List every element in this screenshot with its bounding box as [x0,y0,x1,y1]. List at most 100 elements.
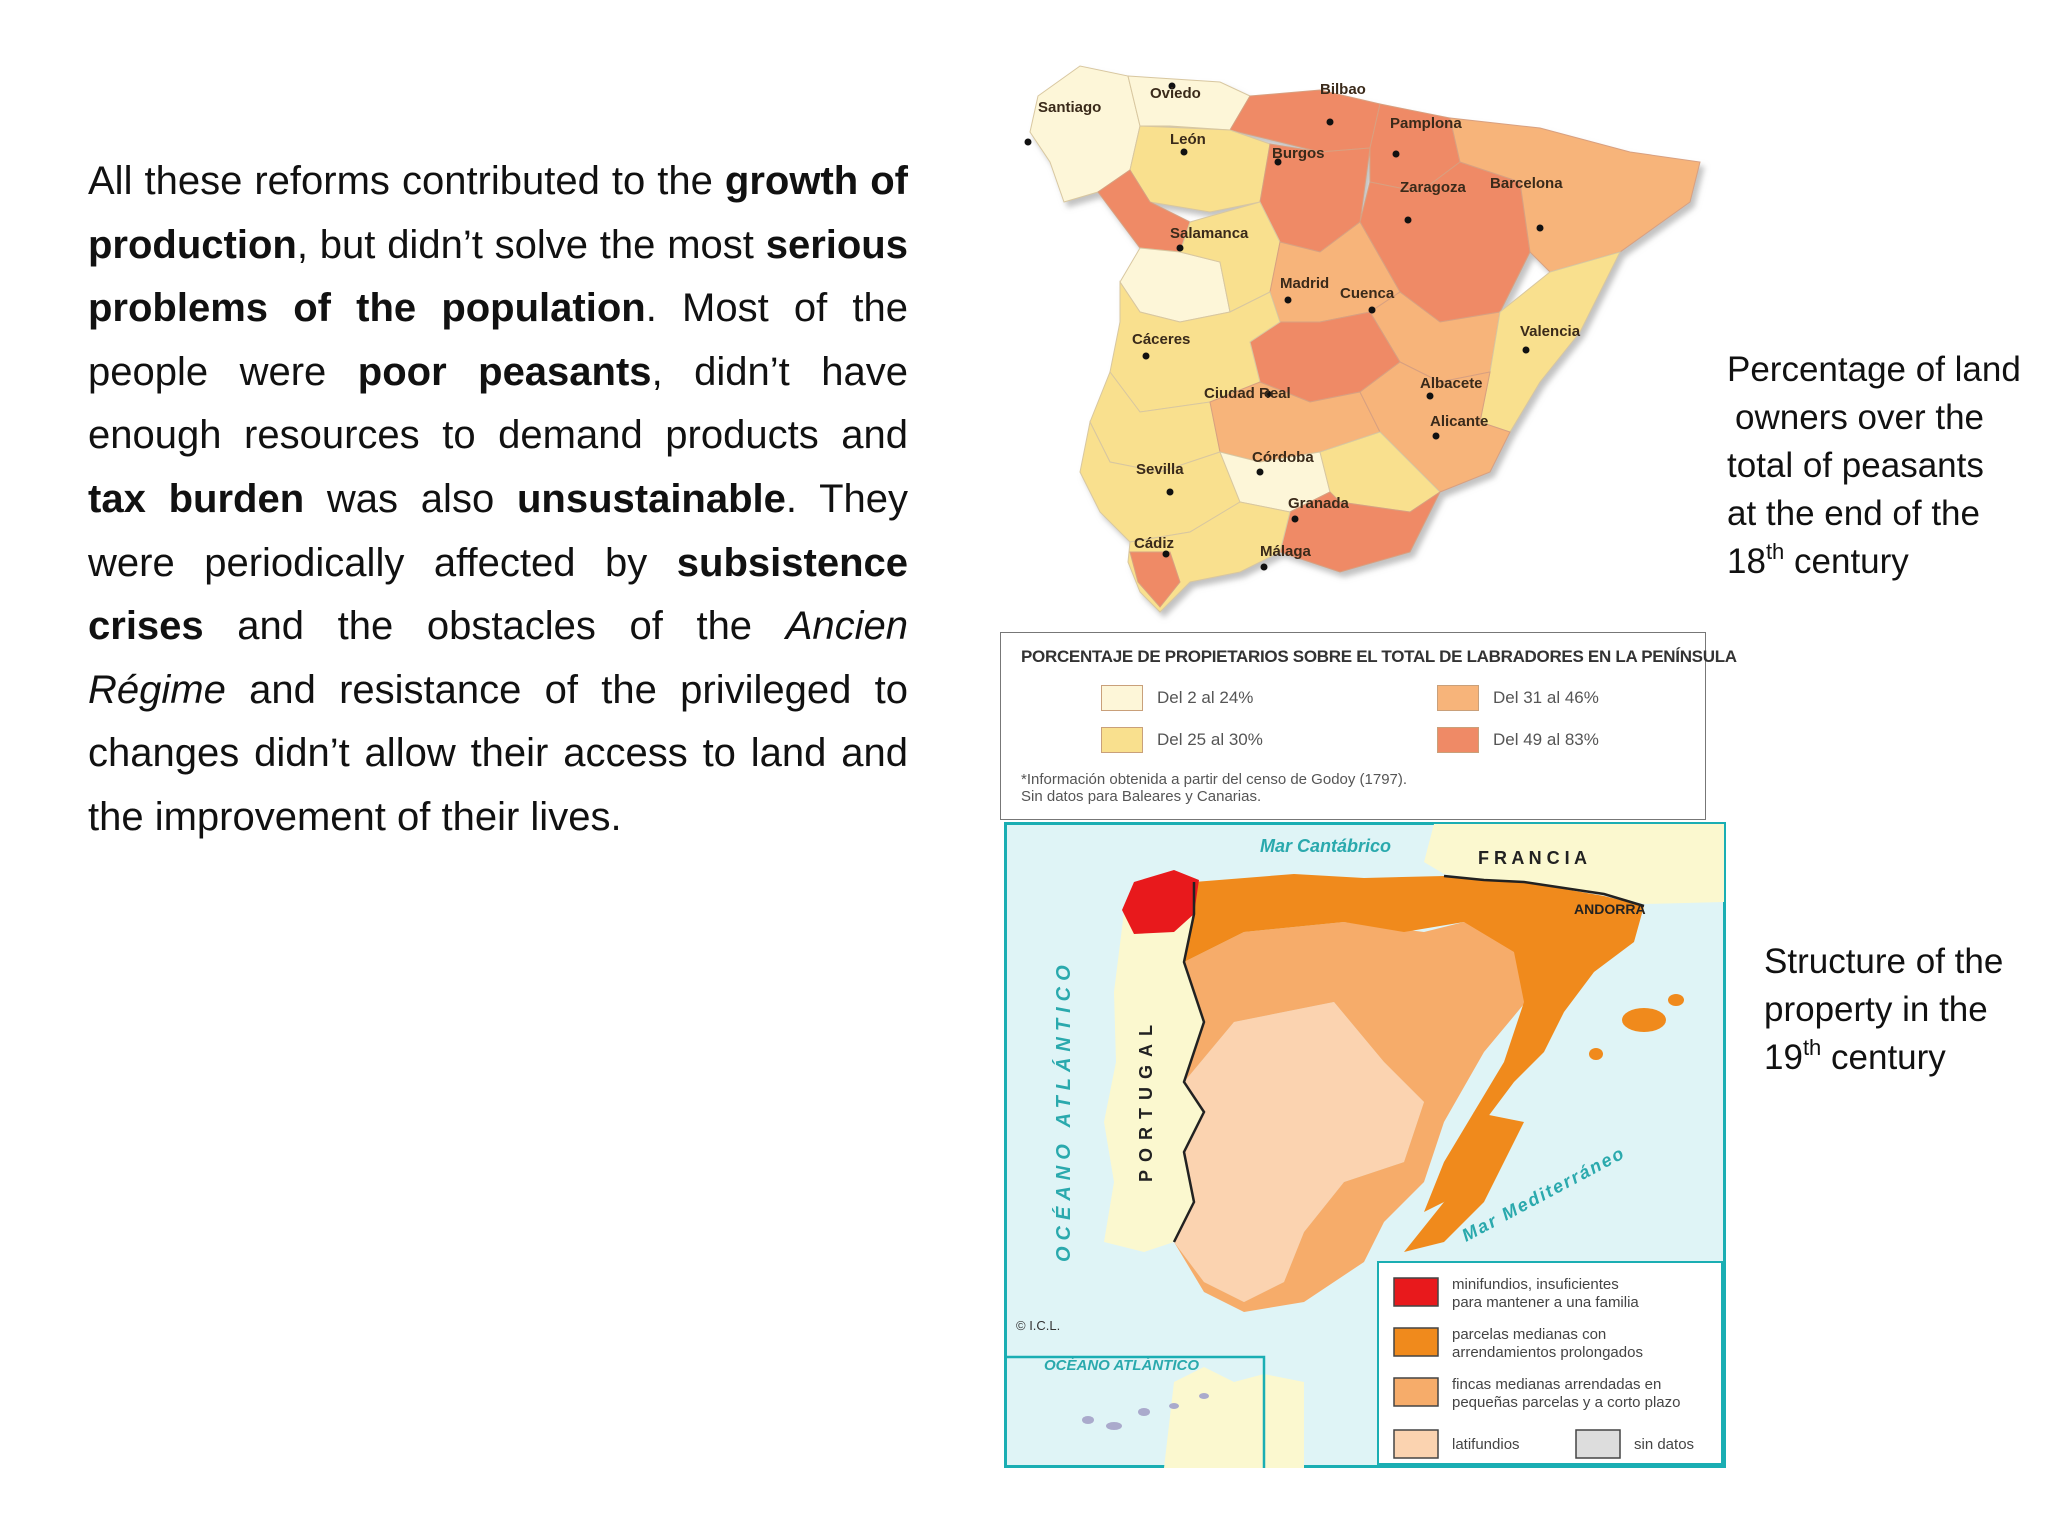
map2-legend-label: parcelas medianas con [1452,1326,1606,1343]
city-dot [1274,158,1282,166]
legend1-item: Del 25 al 30% [1101,727,1263,753]
city-dot [1024,138,1032,146]
legend1-item: Del 31 al 46% [1437,685,1599,711]
caption2-line1: Structure of the [1764,942,2004,981]
canary-island [1169,1403,1179,1409]
map-land-owners: Santiago Oviedo Bilbao León Burgos Pamplona Za… [1024,65,1701,613]
map2-legend-swatch [1393,1377,1439,1407]
paragraph-segment: . Most of the people were [88,286,908,394]
city-label: Málaga [1260,543,1312,560]
caption2-number: 19 [1764,1038,1803,1077]
region-east-coast [1404,1112,1524,1252]
border-france [1443,874,1645,908]
city-label: Madrid [1280,275,1329,292]
map2-legend-swatch [1393,1327,1439,1357]
legend1-note-line1: *Información obtenida a partir del censo… [1021,771,1408,788]
map2-legend-label: sin datos [1634,1436,1694,1453]
legend1-swatch [1437,727,1479,753]
legend1-label: Del 2 al 24% [1157,688,1254,707]
map2-legend-label: fincas medianas arrendadas en [1452,1376,1661,1393]
city-dot [1392,150,1400,158]
caption1-century: century [1784,542,1909,581]
caption1-line3: total of peasants [1727,446,1984,485]
city-dot [1284,296,1292,304]
map2-legend-swatch [1393,1429,1439,1459]
paragraph-segment: Ancien Régime [88,604,908,712]
caption1-line5: 18th century [1727,538,2047,586]
caption1-number: 18 [1727,542,1766,581]
region-ibiza [1589,1048,1603,1060]
city-dot [1256,468,1264,476]
city-label: Bilbao [1320,81,1366,98]
map-property-structure: Mar Cantábrico F R A N C I A ANDORRA OCÉ… [1004,822,1726,1468]
region-fincas-medianas [1174,922,1534,1312]
city-dot [1176,244,1184,252]
city-label: Granada [1288,495,1350,512]
city-dot [1536,224,1544,232]
city-label: Valencia [1520,323,1581,340]
caption1-line4: at the end of the [1727,494,1980,533]
city-label: Salamanca [1170,225,1249,242]
legend1-note-line2: Sin datos para Baleares y Canarias. [1021,788,1262,805]
city-label: Alicante [1430,413,1488,430]
canary-island [1082,1416,1094,1424]
legend1-note: *Información obtenida a partir del censo… [1021,771,1407,805]
border-portugal [1172,882,1206,1243]
legend1-swatch [1101,727,1143,753]
paragraph-segment: growth of production [88,159,908,267]
map2-legend-label: minifundios, insuficientes [1452,1276,1619,1293]
city-label: Ciudad Real [1204,385,1291,402]
city-dot [1368,306,1376,314]
paragraph-segment: , didn’t have enough resources to demand… [88,349,909,458]
label-oceano-atlantico: OCÉANO ATLÁNTICO [1052,959,1075,1262]
city-label: Albacete [1420,375,1483,392]
region-menorca [1668,994,1684,1006]
paragraph-segment: All these reforms contributed to the [88,159,725,203]
region-parcelas-medianas [1184,874,1644,1212]
city-label: Pamplona [1390,115,1462,132]
city-dot [1162,550,1170,558]
city-dot [1260,563,1268,571]
caption-land-owners: Percentage of land owners over the total… [1727,346,2047,586]
city-label: Barcelona [1490,175,1563,192]
canary-island [1138,1408,1150,1416]
label-copyright: © I.C.L. [1016,1318,1060,1333]
paragraph-segment: was also [304,476,517,521]
region-granada [1279,490,1442,573]
map2-legend-label: arrendamientos prolongados [1452,1344,1643,1361]
label-oceano-inset: OCÉANO ATLÁNTICO [1044,1357,1199,1374]
city-dot [1291,515,1299,523]
city-label: Santiago [1038,99,1101,116]
map2-legend-label: para mantener a una familia [1452,1294,1639,1311]
paragraph-segment: poor peasants [357,349,652,394]
region-portugal [1104,912,1204,1252]
region-baleares [1622,1008,1666,1032]
city-label: Córdoba [1252,449,1314,466]
city-dot [1522,346,1530,354]
label-portugal: PORTUGAL [1136,1017,1156,1182]
city-label: Cáceres [1132,331,1190,348]
city-dot [1426,392,1434,400]
city-dot [1326,118,1334,126]
city-label: Cuenca [1340,285,1395,302]
caption1-line1: Percentage of land [1727,350,2021,389]
canary-island [1106,1422,1122,1430]
paragraph-segment: tax burden [88,476,305,521]
map2-legend-label: pequeñas parcelas y a corto plazo [1452,1394,1680,1411]
legend1-label: Del 49 al 83% [1493,730,1599,749]
city-dot [1142,352,1150,360]
inset-frame [1006,1355,1266,1468]
label-mar-cantabrico: Mar Cantábrico [1260,836,1391,856]
legend1-label: Del 31 al 46% [1493,688,1599,707]
city-dot [1168,82,1176,90]
city-label: Sevilla [1136,461,1184,478]
city-label: Cádiz [1134,535,1174,552]
city-label: León [1170,131,1206,148]
city-dot [1404,216,1412,224]
label-francia: F R A N C I A [1478,848,1587,868]
map2-legend-label: latifundios [1452,1436,1520,1453]
caption2-ordinal: th [1802,1035,1822,1060]
legend-land-owners: PORCENTAJE DE PROPIETARIOS SOBRE EL TOTA… [1000,632,1737,820]
map2-legend-swatch [1393,1277,1439,1307]
